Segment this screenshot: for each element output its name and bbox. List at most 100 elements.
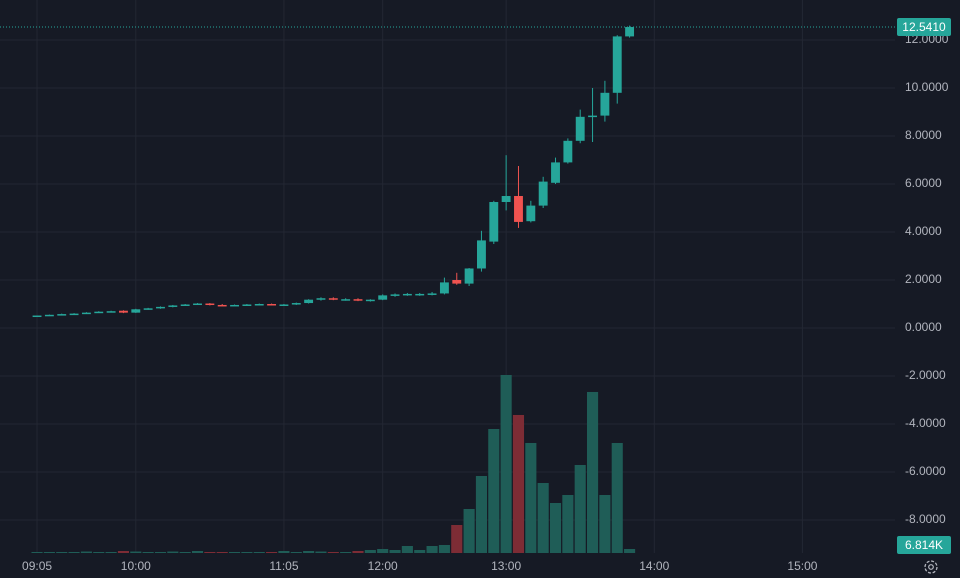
last-volume-tag <box>897 536 951 554</box>
candle-body <box>328 298 338 300</box>
candle-body <box>514 196 523 222</box>
volume-bar <box>142 551 154 553</box>
axes: -8.0000 -6.0000 -4.0000 -2.0000 0.0000 2.0000… <box>0 18 951 573</box>
candle-body <box>69 313 79 316</box>
volume-bar <box>426 545 438 553</box>
candle-body <box>477 240 486 269</box>
volume-bar <box>549 502 562 553</box>
volume-bar <box>414 549 426 553</box>
candle-body <box>44 314 54 317</box>
y-tick-label: -4.0000 <box>905 416 946 430</box>
volume-bar <box>525 442 537 553</box>
candle-body <box>156 306 165 309</box>
x-tick-label: 09:05 <box>22 559 52 573</box>
x-tick-label: 15:00 <box>787 559 817 573</box>
volume-bar <box>228 551 241 553</box>
candle-body <box>365 299 375 302</box>
last-price-label: 12.5410 <box>902 20 946 34</box>
volume-bar <box>364 549 376 553</box>
candle-body <box>452 280 462 284</box>
candle-body <box>501 196 511 203</box>
volume-bar <box>80 551 92 553</box>
candle-body <box>279 304 289 306</box>
candle-body <box>119 310 128 313</box>
volume-bar <box>43 551 55 553</box>
x-tick-label: 12:00 <box>368 559 398 573</box>
volume-bar <box>574 464 586 553</box>
candle-body <box>106 311 116 313</box>
volume-bar <box>68 551 80 553</box>
candle-body <box>32 315 42 318</box>
volume-bar <box>56 551 68 553</box>
candle-layer <box>32 25 635 318</box>
volume-bar <box>599 494 611 553</box>
y-tick-label: -2.0000 <box>905 368 946 382</box>
volume-bar <box>327 551 339 553</box>
volume-bar <box>290 551 302 553</box>
settings-icon[interactable] <box>924 560 938 574</box>
candle-body <box>439 282 449 294</box>
candle-body <box>575 116 585 141</box>
candle-body <box>551 162 560 183</box>
last-price-tag <box>897 18 951 37</box>
candle-body <box>193 303 202 306</box>
candle-body <box>291 303 301 305</box>
candle-body <box>242 304 252 306</box>
volume-bar <box>216 551 228 553</box>
volume-bar <box>438 544 450 553</box>
candle-body <box>526 205 536 222</box>
gear-center <box>928 564 934 570</box>
candle-body <box>143 308 153 310</box>
volume-bar <box>167 551 179 553</box>
y-tick-label: 10.0000 <box>905 80 949 94</box>
candle-body <box>378 295 388 300</box>
candle-body <box>217 304 227 307</box>
volume-bar <box>451 524 463 553</box>
volume-bar <box>154 551 167 553</box>
volume-bar <box>204 551 216 553</box>
volume-bar <box>352 550 364 553</box>
y-tick-label: -6.0000 <box>905 464 946 478</box>
volume-bar <box>117 550 130 553</box>
y-tick-label: 2.0000 <box>905 272 942 286</box>
candle-body <box>600 92 610 116</box>
volume-bar <box>488 428 500 553</box>
candle-body <box>353 299 363 301</box>
volume-bar <box>93 551 105 553</box>
candle-body <box>316 298 326 300</box>
candle-body <box>464 268 474 284</box>
y-tick-label: -8.0000 <box>905 512 946 526</box>
candle-body <box>390 294 400 296</box>
y-tick-label: 8.0000 <box>905 128 942 142</box>
volume-bar <box>130 551 142 553</box>
volume-bar <box>315 551 327 553</box>
x-tick-label: 10:00 <box>121 559 151 573</box>
volume-bar <box>105 551 117 553</box>
candle-body <box>57 314 67 316</box>
volume-bar <box>537 482 549 553</box>
volume-bar <box>179 551 191 553</box>
candle-body <box>588 115 597 118</box>
volume-bar <box>377 548 389 553</box>
volume-bar <box>463 508 475 553</box>
volume-bar <box>253 551 265 553</box>
volume-bar <box>389 549 401 553</box>
y-tick-label: 0.0000 <box>905 320 942 334</box>
candle-body <box>402 293 412 296</box>
volume-bar <box>562 494 574 553</box>
candle-body <box>341 299 351 301</box>
x-tick-label: 14:00 <box>639 559 669 573</box>
gear-outline <box>924 560 938 574</box>
volume-bar <box>611 442 623 553</box>
x-tick-label: 13:00 <box>491 559 521 573</box>
volume-bar <box>512 414 525 553</box>
volume-layer <box>31 374 636 553</box>
candle-body <box>304 299 314 304</box>
candle-body <box>415 293 425 296</box>
candle-body <box>81 312 91 315</box>
y-tick-label: 6.0000 <box>905 176 942 190</box>
volume-bar <box>340 551 352 553</box>
candle-body <box>612 36 622 93</box>
candle-body <box>625 27 635 37</box>
